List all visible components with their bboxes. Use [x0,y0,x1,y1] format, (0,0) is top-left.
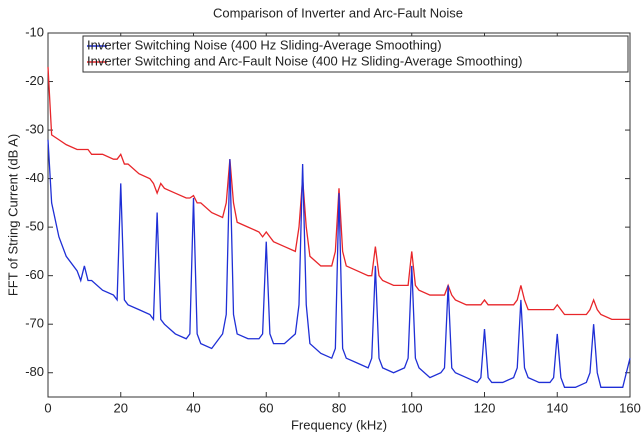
y-tick-label: -30 [25,122,44,137]
x-tick-label: 40 [186,400,200,415]
x-tick-label: 20 [114,400,128,415]
x-tick-label: 80 [332,400,346,415]
y-tick-label: -50 [25,219,44,234]
x-tick-label: 160 [619,400,641,415]
legend-label: Inverter Switching and Arc-Fault Noise (… [87,53,522,68]
legend-box [82,35,629,73]
y-tick-label: -10 [25,24,44,39]
x-tick-label: 120 [474,400,496,415]
x-tick-label: 60 [259,400,273,415]
y-tick-label: -80 [25,364,44,379]
y-axis-label: FFT of String Current (dB A) [5,134,20,296]
y-tick-label: -70 [25,316,44,331]
y-tick-label: -60 [25,267,44,282]
x-tick-label: 140 [546,400,568,415]
x-tick-label: 100 [401,400,423,415]
x-tick-label: 0 [44,400,51,415]
series-line [47,66,630,320]
legend-label: Inverter Switching Noise (400 Hz Sliding… [87,37,442,52]
series-line [47,139,631,388]
y-tick-label: -40 [25,170,44,185]
y-tick-label: -20 [25,73,44,88]
chart-title: Comparison of Inverter and Arc-Fault Noi… [213,5,463,20]
x-axis-label: Frequency (kHz) [291,417,387,432]
